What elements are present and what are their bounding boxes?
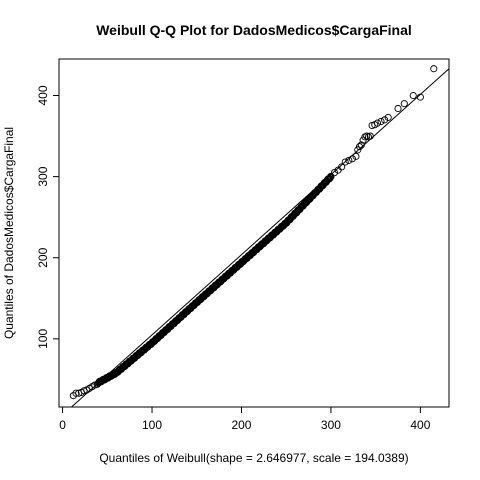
x-tick-label: 400 [410, 418, 430, 432]
y-tick-label: 100 [36, 329, 50, 349]
x-tick-label: 200 [231, 418, 251, 432]
y-tick-label: 300 [36, 166, 50, 186]
x-axis-label: Quantiles of Weibull(shape = 2.646977, s… [99, 451, 408, 465]
x-tick-label: 100 [142, 418, 162, 432]
y-tick-label: 400 [36, 85, 50, 105]
y-axis-label: Quantiles of DadosMedicos$CargaFinal [2, 127, 16, 339]
y-tick-label: 200 [36, 247, 50, 267]
x-tick-label: 0 [59, 418, 66, 432]
x-tick-label: 300 [321, 418, 341, 432]
chart-title: Weibull Q-Q Plot for DadosMedicos$CargaF… [96, 22, 412, 38]
